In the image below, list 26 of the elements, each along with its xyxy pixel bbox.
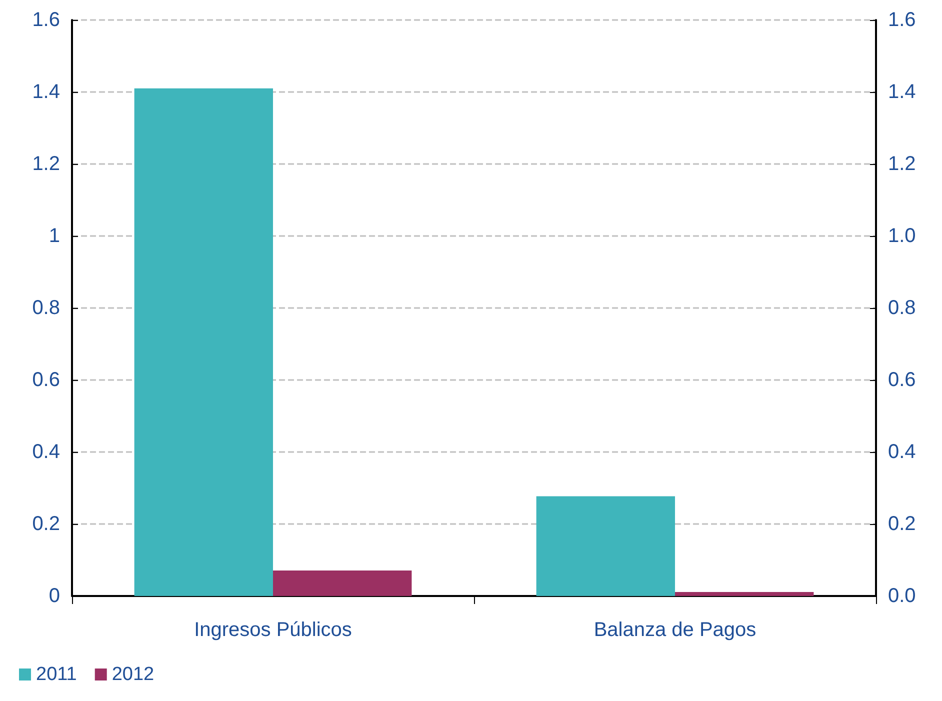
x-tick-label: Balanza de Pagos	[594, 619, 756, 641]
y2-tick-label: 0.0	[888, 585, 916, 607]
y-tick-label: 0.4	[32, 441, 60, 463]
y2-tick-label: 1.6	[888, 9, 916, 31]
y-tick-label: 0.8	[32, 297, 60, 319]
y-tick-label: 1.6	[32, 9, 60, 31]
legend-label: 2012	[112, 664, 154, 685]
y2-tick-label: 0.6	[888, 369, 916, 391]
bar	[134, 88, 273, 596]
y-tick-label: 0	[48, 585, 60, 607]
y-tick-label: 1.4	[32, 81, 60, 103]
x-tick-label: Ingresos Públicos	[194, 619, 352, 641]
y2-tick-label: 1.4	[888, 81, 916, 103]
y-tick-label: 1.2	[32, 153, 60, 175]
legend-label: 2011	[36, 664, 77, 685]
y2-tick-label: 1.2	[888, 153, 916, 175]
bar	[536, 496, 675, 596]
y-tick-label: 1	[48, 225, 60, 247]
y-tick-label: 0.6	[32, 369, 60, 391]
bar	[675, 592, 814, 596]
y2-tick-label: 1.0	[888, 225, 916, 247]
y2-tick-label: 0.2	[888, 513, 916, 535]
y-tick-label: 0.2	[32, 513, 60, 535]
y2-tick-label: 0.8	[888, 297, 916, 319]
y2-tick-label: 0.4	[888, 441, 916, 463]
bar	[273, 570, 412, 596]
